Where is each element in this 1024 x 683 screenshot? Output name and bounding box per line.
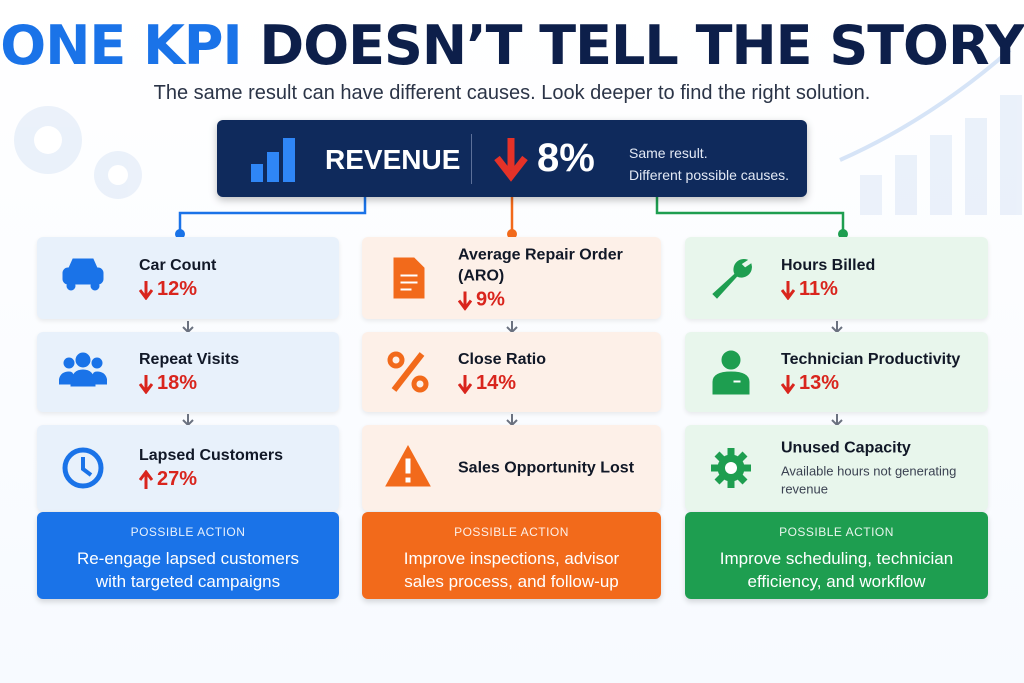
item-change: 14% bbox=[458, 372, 651, 395]
card-text: Technician Productivity 13% bbox=[781, 349, 978, 395]
item-label: Sales Opportunity Lost bbox=[458, 459, 635, 477]
kpi-change: 8% bbox=[537, 136, 595, 180]
icon bbox=[707, 254, 755, 302]
icon bbox=[384, 348, 432, 396]
down-arrow bbox=[494, 138, 528, 182]
action-text: Improve scheduling, technician efficiency… bbox=[685, 547, 988, 593]
card-text: Sales Opportunity Lost bbox=[458, 458, 651, 479]
item-description: Available hours not generating revenue bbox=[781, 463, 957, 497]
icon bbox=[384, 254, 432, 302]
change-arrow bbox=[139, 469, 153, 489]
cause-card: Lapsed Customers 27% bbox=[37, 425, 339, 511]
icon-graphic bbox=[58, 352, 108, 387]
change-arrow bbox=[458, 291, 472, 310]
divider bbox=[471, 134, 472, 184]
note-line: Different possible causes. bbox=[629, 167, 790, 183]
change-arrow bbox=[139, 280, 153, 300]
icon-graphic bbox=[393, 257, 425, 299]
bar-icon bbox=[251, 138, 295, 182]
change-value: 18% bbox=[157, 372, 198, 394]
action-text: Re-engage lapsed customers with targeted … bbox=[37, 547, 339, 593]
cause-card: Close Ratio 14% bbox=[362, 332, 661, 412]
change-value: 11% bbox=[799, 278, 838, 300]
cause-card: Sales Opportunity Lost bbox=[362, 425, 661, 511]
item-label: Lapsed Customers bbox=[139, 447, 284, 464]
kpi-note: Same result. Different possible causes. bbox=[629, 142, 789, 186]
icon-graphic bbox=[62, 258, 104, 291]
item-change: 12% bbox=[139, 278, 329, 301]
icon bbox=[384, 444, 432, 492]
icon bbox=[58, 348, 108, 396]
action-heading: POSSIBLE ACTION bbox=[454, 525, 569, 539]
cause-card: Car Count 12% bbox=[37, 237, 339, 319]
subtitle: The same result can have different cause… bbox=[153, 82, 871, 104]
item-label: Close Ratio bbox=[458, 351, 547, 368]
action-line: efficiency, and workflow bbox=[747, 572, 926, 591]
action-line: Improve inspections, advisor bbox=[403, 549, 620, 568]
change-value: 9% bbox=[476, 288, 505, 311]
change-value: 12% bbox=[157, 278, 198, 300]
icon-graphic bbox=[387, 351, 429, 393]
kpi-box: REVENUE 8% Same result. Different possibl… bbox=[217, 120, 807, 197]
item-label: Car Count bbox=[139, 257, 217, 274]
icon-graphic bbox=[712, 350, 750, 395]
change-value: 14% bbox=[476, 372, 517, 394]
icon-graphic bbox=[62, 447, 104, 489]
title-highlight: ONE KPI bbox=[0, 14, 242, 77]
item-change: 11% bbox=[781, 278, 978, 301]
card-text: Average Repair Order (ARO) 9% bbox=[458, 245, 651, 312]
kpi-label: REVENUE bbox=[325, 144, 461, 175]
card-text: Hours Billed 11% bbox=[781, 255, 978, 301]
action-box: POSSIBLE ACTION Re-engage lapsed customer… bbox=[37, 512, 339, 599]
action-heading: POSSIBLE ACTION bbox=[779, 525, 894, 539]
action-text: Improve inspections, advisor sales proces… bbox=[362, 547, 661, 593]
icon bbox=[707, 444, 755, 492]
icon bbox=[707, 348, 755, 396]
card-text: Close Ratio 14% bbox=[458, 349, 651, 395]
change-value: 27% bbox=[157, 468, 198, 490]
cause-card: Average Repair Order (ARO) 9% bbox=[362, 237, 661, 319]
action-box: POSSIBLE ACTION Improve inspections, advi… bbox=[362, 512, 661, 599]
action-line: Improve scheduling, technician bbox=[719, 549, 954, 568]
item-label: Repeat Visits bbox=[139, 351, 240, 368]
change-value: 13% bbox=[799, 372, 840, 394]
icon-graphic bbox=[385, 444, 431, 487]
change-arrow bbox=[458, 374, 472, 394]
change-arrow bbox=[781, 374, 795, 394]
action-box: POSSIBLE ACTION Improve scheduling, techn… bbox=[685, 512, 988, 599]
item-change: 9% bbox=[458, 289, 651, 312]
cause-card: Hours Billed 11% bbox=[685, 237, 988, 319]
item-change: 13% bbox=[781, 372, 978, 395]
cause-card: Repeat Visits 18% bbox=[37, 332, 339, 412]
action-line: Re-engage lapsed customers bbox=[76, 549, 300, 568]
title: ONE KPI DOESN’T TELL THE STORY bbox=[0, 14, 1024, 77]
icon-graphic bbox=[711, 448, 751, 488]
change-arrow bbox=[139, 374, 153, 394]
item-label: Average Repair Order (ARO) bbox=[458, 246, 623, 285]
action-line: with targeted campaigns bbox=[95, 572, 281, 591]
item-change: 18% bbox=[139, 372, 329, 395]
card-text: Repeat Visits 18% bbox=[139, 349, 329, 395]
card-text: Unused Capacity Available hours not gener… bbox=[781, 438, 978, 499]
action-heading: POSSIBLE ACTION bbox=[130, 525, 246, 539]
card-text: Lapsed Customers 27% bbox=[139, 445, 329, 491]
cause-card: Technician Productivity 13% bbox=[685, 332, 988, 412]
note-line: Same result. bbox=[629, 145, 708, 161]
change-arrow bbox=[781, 280, 795, 300]
item-change: 27% bbox=[139, 468, 329, 491]
icon bbox=[59, 254, 107, 302]
item-label: Unused Capacity bbox=[781, 439, 911, 457]
icon bbox=[59, 444, 107, 492]
icon-graphic bbox=[712, 259, 752, 299]
item-label: Technician Productivity bbox=[781, 351, 961, 368]
action-line: sales process, and follow-up bbox=[404, 572, 619, 591]
cause-card: Unused Capacity Available hours not gener… bbox=[685, 425, 988, 511]
card-text: Car Count 12% bbox=[139, 255, 329, 301]
title-rest: DOESN’T TELL THE STORY bbox=[259, 14, 1024, 77]
item-label: Hours Billed bbox=[781, 257, 876, 274]
